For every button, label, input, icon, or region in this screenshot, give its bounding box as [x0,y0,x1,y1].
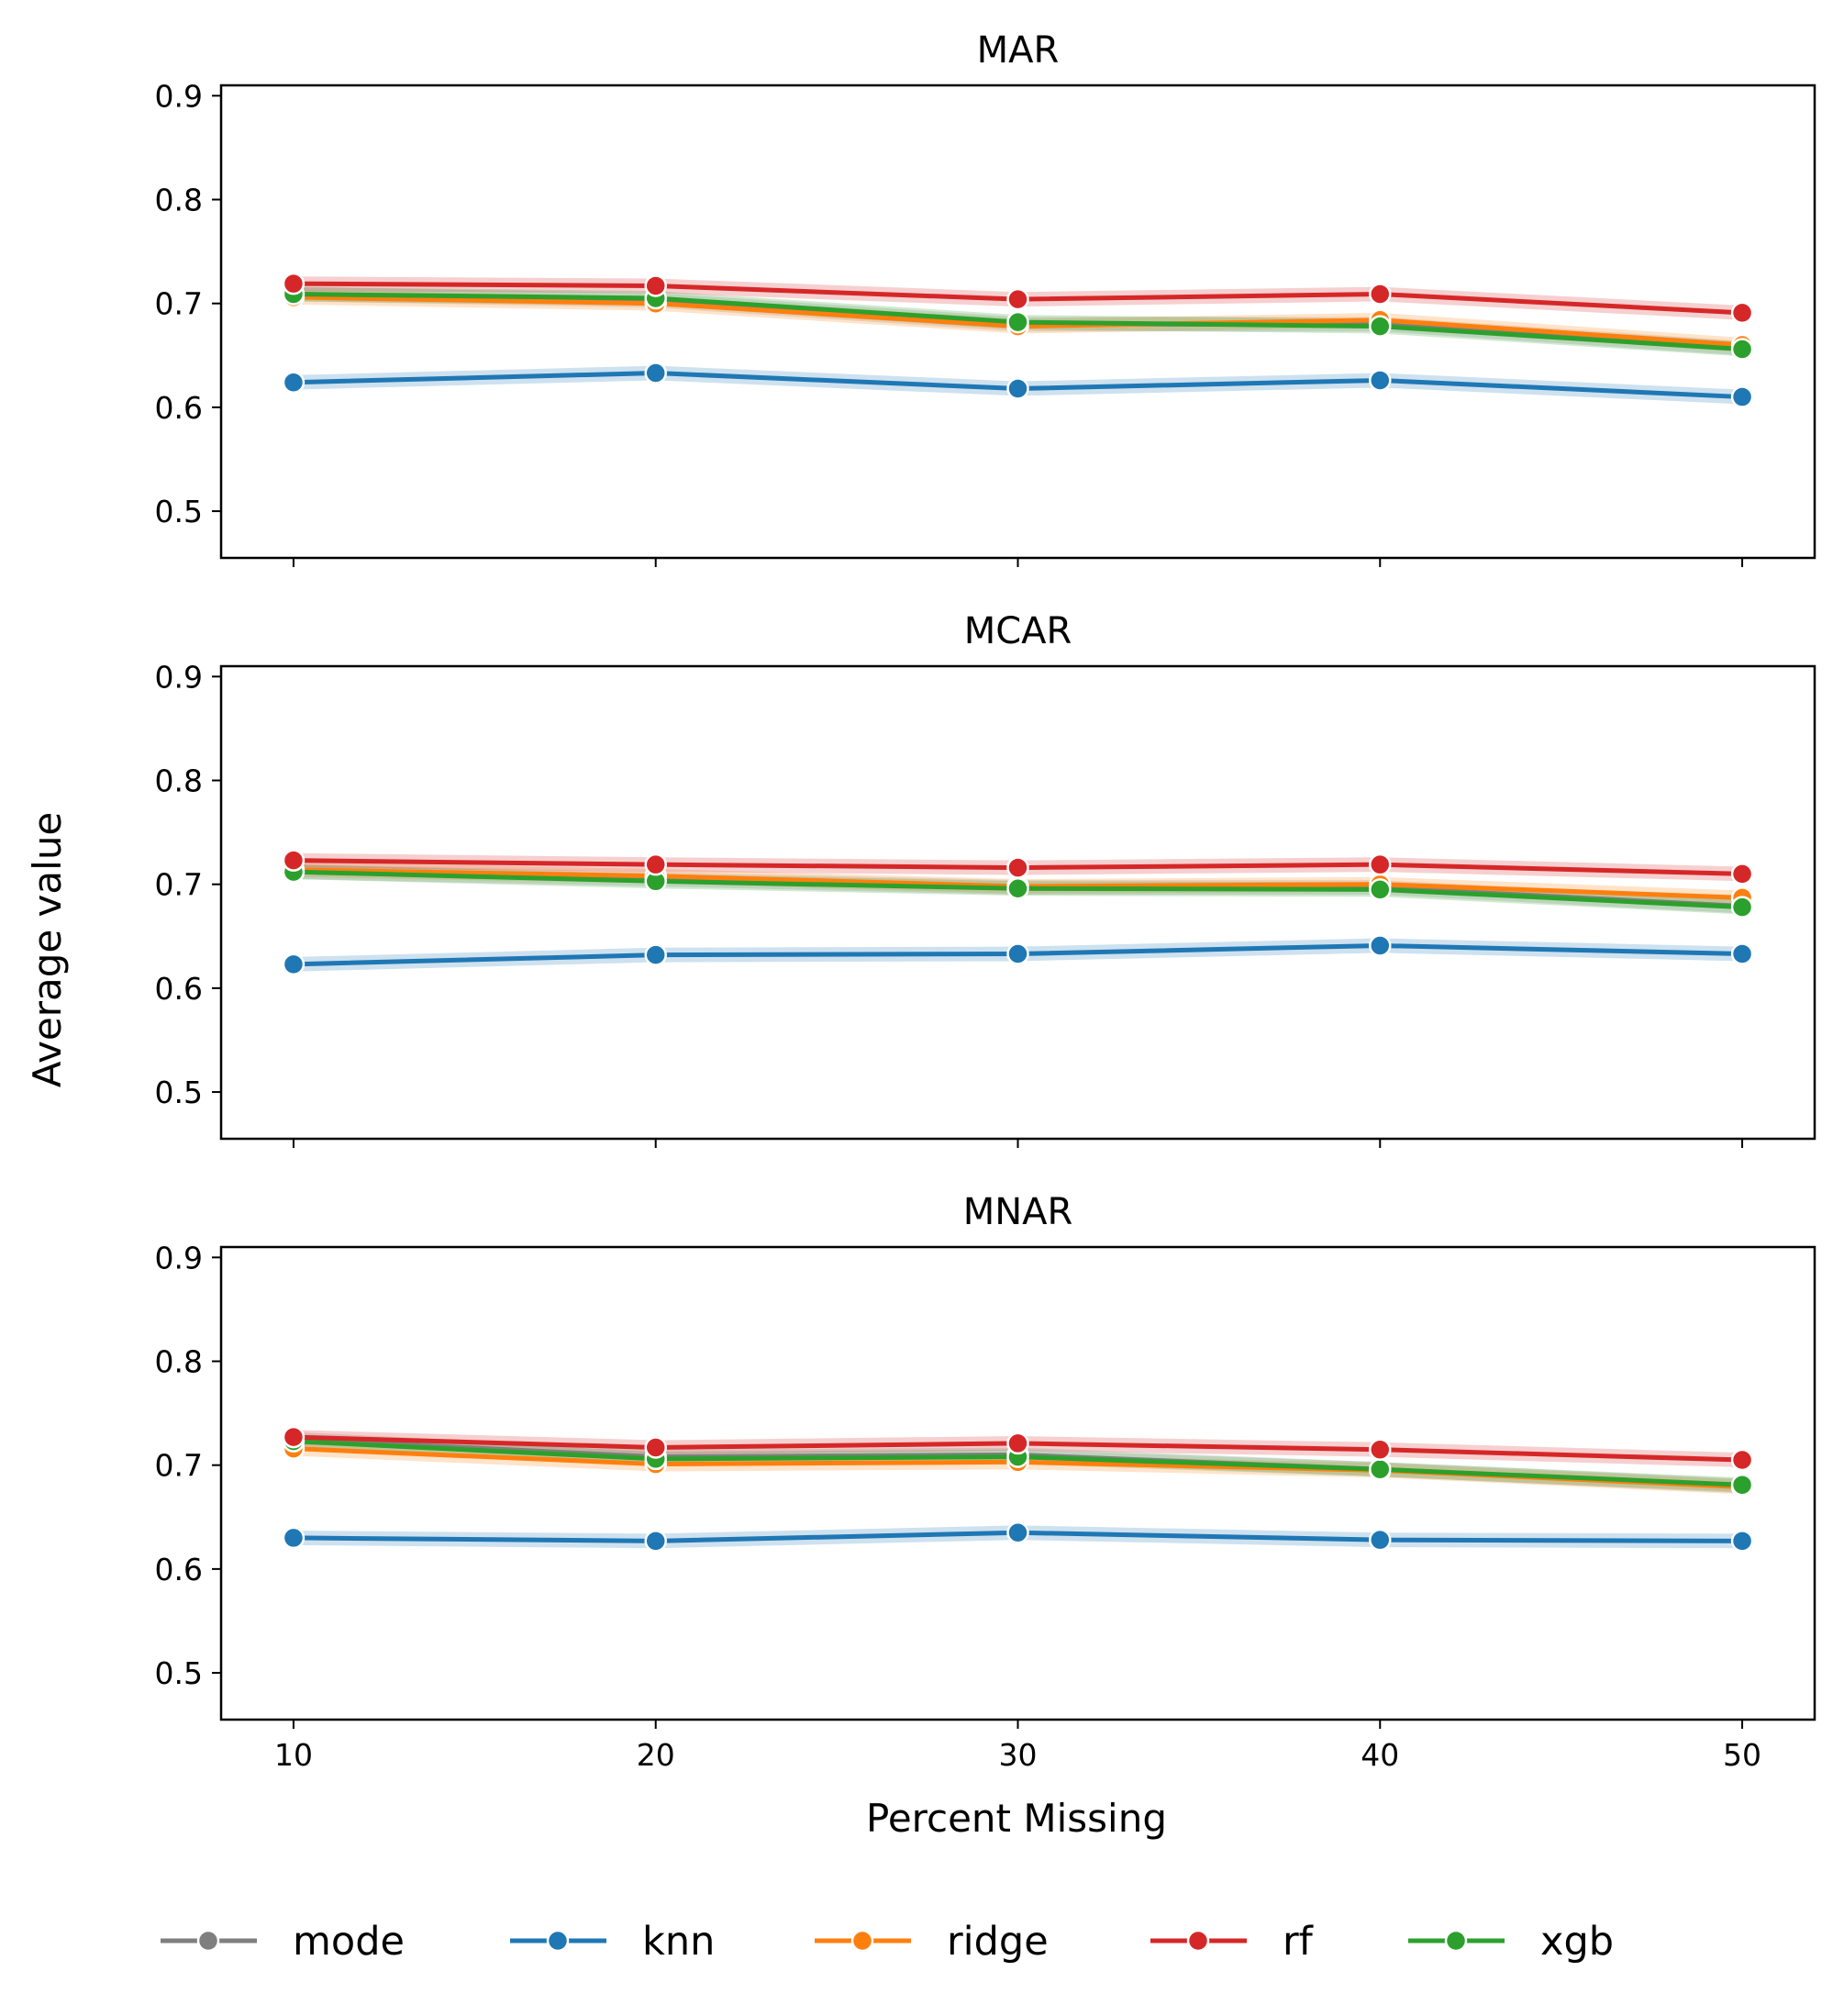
point-rf [644,274,667,297]
point-knn [282,371,305,394]
y-tick-label: 0.7 [155,867,203,903]
legend-label: xgb [1540,1919,1614,1965]
point-xgb [1006,876,1029,900]
point-rf [1369,1438,1392,1461]
panel-title: MNAR [963,1191,1073,1233]
point-xgb [1006,310,1029,334]
panel-mnar: MNAR 0.5 0.6 0.7 0.8 0.9 10 20 30 40 50 [155,1191,1816,1773]
point-knn [1730,385,1754,408]
point-rf [644,1436,667,1459]
x-tick-label: 10 [274,1737,313,1773]
legend-label: knn [642,1919,715,1965]
legend-item-xgb: xgb [1408,1919,1614,1965]
panel-mcar: MCAR 0.5 0.6 0.7 0.8 0.9 [155,610,1816,1148]
point-knn [1369,1528,1392,1552]
point-knn [282,1526,305,1550]
legend-item-knn: knn [510,1919,715,1965]
legend-marker [1186,1929,1210,1953]
y-tick-label: 0.9 [155,659,203,695]
panel-mar: MAR 0.5 0.6 0.7 0.8 0.9 [155,29,1816,567]
point-rf [1006,287,1029,311]
y-tick-label: 0.5 [155,494,203,529]
y-tick-label: 0.9 [155,1240,203,1275]
y-tick-label: 0.9 [155,78,203,114]
legend-item-mode: mode [161,1919,405,1965]
legend-label: rf [1283,1919,1314,1965]
legend-marker [850,1929,874,1953]
point-rf [1006,856,1029,879]
point-rf [282,1425,305,1449]
point-knn [1730,942,1754,965]
x-axis-label: Percent Missing [866,1796,1167,1841]
x-tick-label: 50 [1723,1737,1761,1773]
x-tick-label: 30 [999,1737,1038,1773]
point-knn [1369,934,1392,957]
point-rf [282,849,305,872]
point-rf [1730,301,1754,325]
point-xgb [1730,338,1754,361]
panels-layer: MAR0.50.60.70.80.9MCAR0.50.60.70.80.9MNA… [155,29,1816,1773]
point-rf [644,852,667,876]
legend: mode knn ridge rf xgb [161,1919,1614,1965]
point-rf [1730,1448,1754,1472]
y-tick-label: 0.5 [155,1655,203,1691]
y-tick-label: 0.6 [155,971,203,1007]
y-tick-label: 0.8 [155,763,203,799]
point-knn [282,952,305,976]
point-knn [644,362,667,384]
point-xgb [1369,315,1392,338]
point-rf [1006,1431,1029,1455]
point-xgb [1730,896,1754,919]
point-xgb [1369,878,1392,901]
legend-item-rf: rf [1150,1919,1314,1965]
point-knn [1730,1530,1754,1553]
legend-marker [546,1929,570,1953]
y-tick-label: 0.6 [155,1552,203,1587]
point-knn [644,1530,667,1553]
y-tick-label: 0.7 [155,1448,203,1484]
panel-title: MCAR [964,610,1072,652]
x-tick-label: 20 [637,1737,675,1773]
y-tick-label: 0.5 [155,1075,203,1110]
axes-frame [219,664,1816,1141]
legend-label: mode [293,1919,405,1965]
point-knn [1006,1521,1029,1544]
figure-y-axis-label: Average value [25,812,70,1088]
legend-label: ridge [947,1919,1049,1965]
axes-frame [219,1245,1816,1721]
point-xgb [1369,1457,1392,1481]
legend-marker [196,1929,220,1953]
point-knn [1006,377,1029,400]
point-rf [1369,283,1392,306]
x-tick-label: 40 [1361,1737,1399,1773]
point-knn [1369,369,1392,392]
point-rf [1730,863,1754,885]
legend-marker [1444,1929,1468,1953]
legend-item-ridge: ridge [815,1919,1049,1965]
axes-frame [219,84,1816,560]
y-tick-label: 0.8 [155,183,203,218]
point-rf [282,272,305,295]
point-knn [644,943,667,966]
point-knn [1006,942,1029,965]
y-tick-label: 0.6 [155,390,203,426]
y-tick-label: 0.8 [155,1344,203,1380]
point-xgb [1730,1473,1754,1497]
y-tick-label: 0.7 [155,286,203,322]
panel-title: MAR [977,29,1060,72]
point-rf [1369,852,1392,876]
